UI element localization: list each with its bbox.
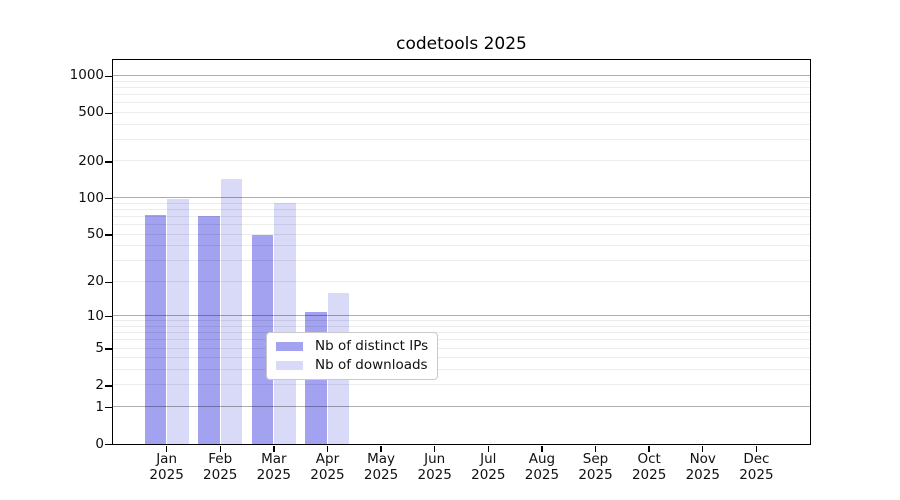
x-axis-tick-mark [273, 445, 275, 452]
y-axis-tick-label: 100 [78, 189, 104, 206]
chart-title: codetools 2025 [396, 34, 527, 54]
y-axis-tick-mark [105, 112, 112, 114]
legend-swatch-distinct-ips [276, 341, 303, 351]
x-axis-month-text: May [367, 451, 396, 467]
x-axis-tick-mark [219, 445, 221, 452]
bar-downloads [220, 179, 243, 444]
gridline-minor [113, 202, 810, 204]
x-axis-month-text: Jan [156, 451, 178, 467]
y-axis-tick-mark [105, 316, 112, 318]
bar-downloads [167, 199, 189, 444]
x-axis-year-text: 2025 [631, 466, 667, 483]
gridline-minor [113, 93, 810, 95]
legend: Nb of distinct IPs Nb of downloads [266, 332, 439, 380]
legend-label: Nb of distinct IPs [315, 338, 429, 354]
gridline-major [113, 74, 810, 76]
gridline-minor [113, 102, 810, 104]
gridline-minor [113, 80, 810, 82]
legend-item: Nb of downloads [276, 357, 428, 373]
x-axis-month-text: Aug [528, 451, 556, 467]
x-axis-month-text: Apr [315, 451, 340, 467]
y-axis-tick-label: 0 [95, 435, 104, 452]
x-axis-tick-label: Dec 2025 [716, 451, 796, 483]
x-axis-year-text: 2025 [739, 466, 774, 483]
x-axis-tick-mark [380, 445, 382, 452]
legend-label: Nb of downloads [315, 357, 428, 373]
plot-area [113, 60, 810, 444]
x-axis-tick-label: Nov 2025 [663, 451, 743, 483]
x-axis-year-text: 2025 [524, 466, 560, 483]
x-axis-tick-mark [165, 445, 168, 452]
y-axis-tick-label: 200 [78, 152, 104, 169]
x-axis-tick-label: Jun 2025 [395, 451, 475, 483]
bar-distinct-ips [198, 216, 220, 444]
bar-distinct-ips [144, 215, 167, 444]
bar-distinct-ips [251, 234, 274, 444]
gridline-major [113, 197, 810, 199]
x-axis-tick-label: Oct 2025 [609, 451, 689, 483]
x-axis-tick-label: Aug 2025 [502, 451, 582, 483]
x-axis-month-text: Jul [480, 451, 497, 467]
y-axis-tick-label: 1000 [69, 67, 104, 84]
x-axis-tick-label: Jan 2025 [127, 451, 207, 483]
gridline-minor [113, 208, 810, 210]
y-axis-tick-mark [105, 385, 112, 387]
x-axis-tick-mark [702, 445, 704, 452]
x-axis-tick-mark [541, 445, 543, 452]
x-axis-month-text: Dec [743, 451, 770, 467]
x-axis-year-text: 2025 [310, 466, 345, 483]
y-axis-tick-label: 1 [95, 398, 104, 415]
x-axis-tick-label: Sep 2025 [556, 451, 636, 483]
y-axis-tick-mark [105, 234, 112, 236]
legend-swatch-downloads [276, 360, 303, 370]
x-axis-tick-label: Mar 2025 [234, 451, 314, 483]
x-axis-tick-label: Apr 2025 [287, 451, 367, 483]
x-axis-tick-label: Feb 2025 [180, 451, 260, 483]
x-axis-tick-mark [326, 445, 329, 452]
x-axis-month-text: Sep [582, 451, 609, 467]
y-axis-tick-label: 5 [95, 340, 104, 357]
x-axis-tick-label: Jul 2025 [448, 451, 528, 483]
y-axis-tick-mark [105, 348, 112, 350]
legend-item: Nb of distinct IPs [276, 338, 428, 354]
gridline-minor [113, 111, 810, 113]
x-axis-month-text: Nov [689, 451, 716, 467]
gridline-minor [113, 123, 810, 125]
y-axis-tick-mark [105, 406, 112, 409]
x-axis-year-text: 2025 [149, 466, 184, 483]
x-axis-year-text: 2025 [363, 466, 399, 483]
x-axis-year-text: 2025 [417, 466, 452, 483]
x-axis-month-text: Feb [208, 451, 233, 467]
x-axis-year-text: 2025 [256, 466, 292, 483]
y-axis-tick-label: 500 [78, 104, 104, 121]
x-axis-tick-mark [487, 445, 489, 452]
y-axis-tick-mark [105, 161, 112, 163]
y-axis-tick-label: 2 [95, 376, 104, 393]
x-axis-month-text: Oct [637, 451, 661, 467]
x-axis-tick-mark [755, 445, 758, 452]
x-axis-tick-mark [433, 445, 436, 452]
y-axis-tick-label: 20 [86, 273, 104, 290]
x-axis-month-text: Jun [424, 451, 446, 467]
x-axis-year-text: 2025 [203, 466, 238, 483]
y-axis-tick-mark [105, 281, 112, 283]
bar-downloads [274, 203, 296, 444]
y-axis-tick-mark [105, 443, 112, 446]
x-axis-year-text: 2025 [685, 466, 720, 483]
gridline-minor [113, 86, 810, 88]
y-axis-tick-label: 10 [86, 307, 104, 324]
gridline-minor [113, 138, 810, 140]
y-axis-tick-mark [105, 197, 112, 200]
x-axis-month-text: Mar [261, 451, 287, 467]
y-axis-tick-label: 50 [86, 226, 104, 242]
x-axis-year-text: 2025 [471, 466, 506, 483]
x-axis-tick-mark [648, 445, 650, 452]
x-axis-tick-label: May 2025 [341, 451, 421, 483]
gridline-minor [113, 160, 810, 162]
x-axis-year-text: 2025 [578, 466, 613, 483]
y-axis-tick-mark [105, 75, 112, 78]
x-axis-tick-mark [594, 445, 597, 452]
